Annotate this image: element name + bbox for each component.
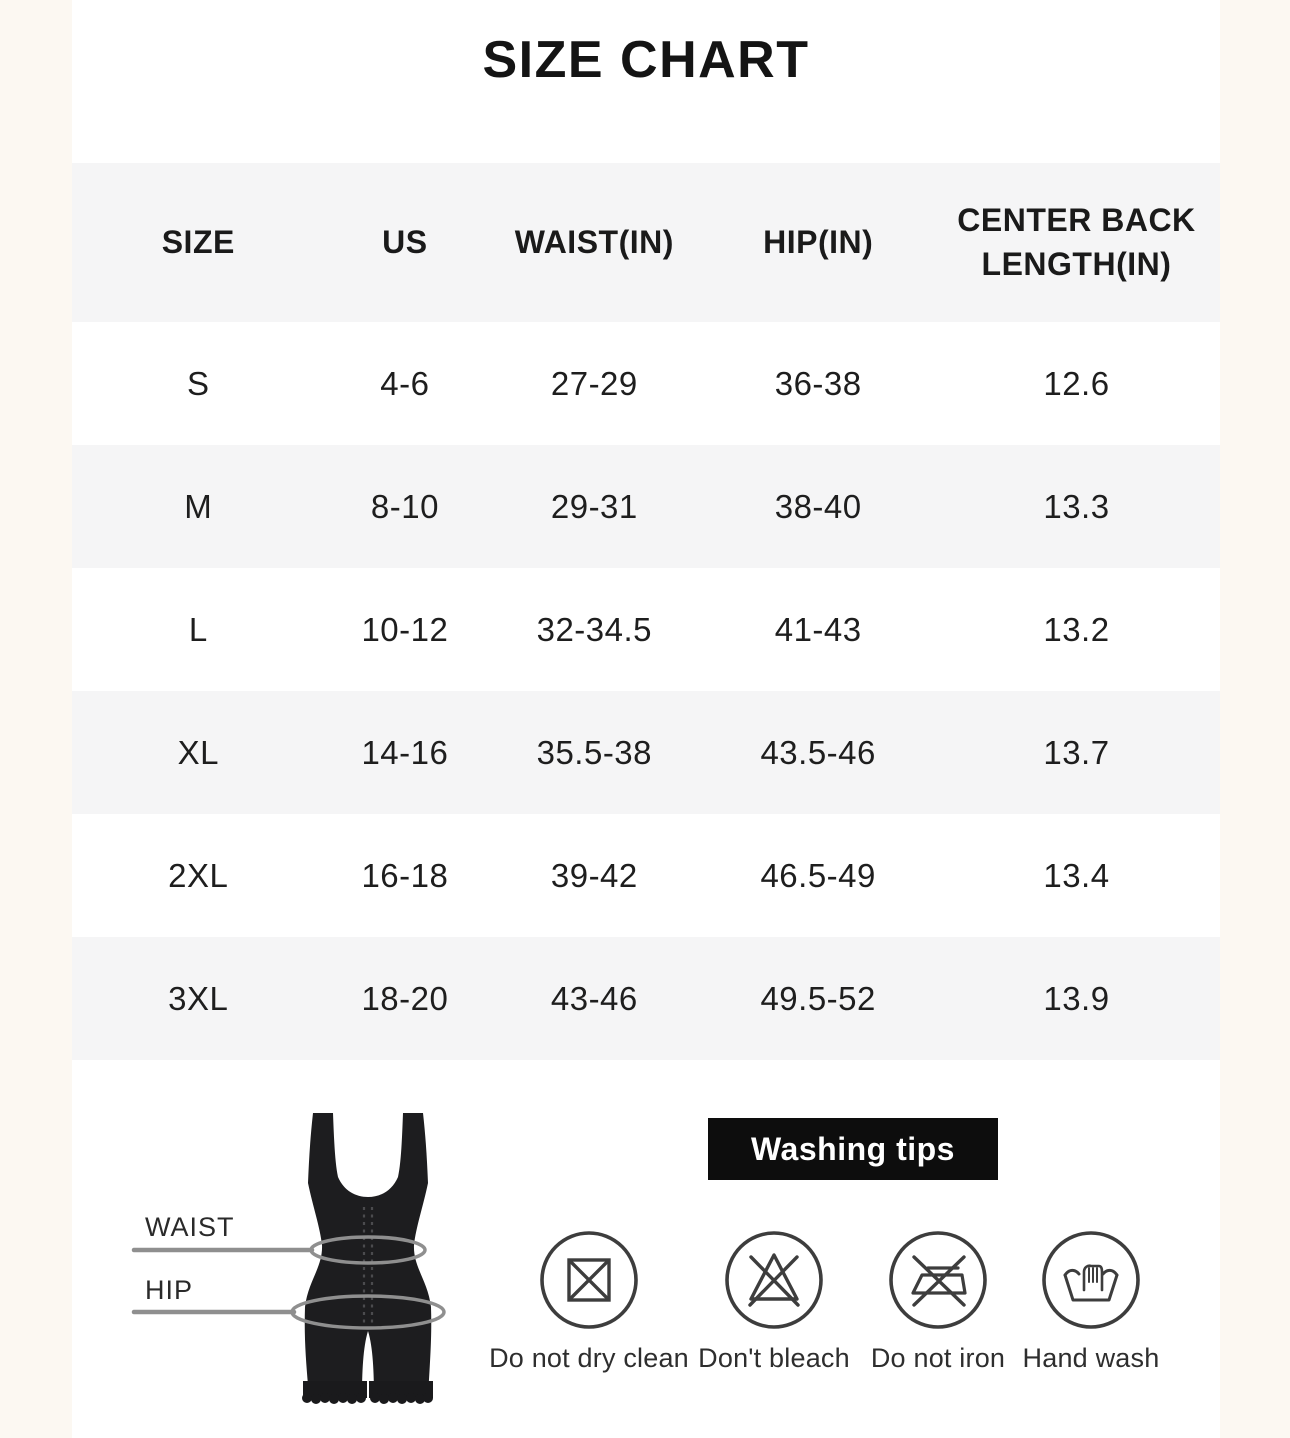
table-row: XL 14-16 35.5-38 43.5-46 13.7 [72,691,1220,814]
cell-back-length: 13.3 [1043,487,1110,525]
table-row: S 4-6 27-29 36-38 12.6 [72,322,1220,445]
washing-tips-title: Washing tips [751,1130,955,1167]
column-header-waist: WAIST(IN) [514,223,674,260]
washing-tip: Do not iron [843,1228,1033,1374]
cell-hip: 38-40 [774,487,862,525]
hand-wash-icon [1042,1231,1140,1329]
washing-tips-banner: Washing tips [708,1118,998,1180]
cell-us: 4-6 [380,364,430,402]
washing-tip-label: Do not dry clean [489,1343,689,1373]
column-header-us: US [382,223,428,260]
table-row: L 10-12 32-34.5 41-43 13.2 [72,568,1220,691]
washing-tip: Don't bleach [679,1228,869,1374]
cell-hip: 49.5-52 [760,979,876,1017]
cell-size: M [184,487,213,525]
cell-size: S [187,364,210,402]
cell-hip: 36-38 [774,364,862,402]
page-title: SIZE CHART [482,31,810,89]
cell-size: L [188,610,208,648]
size-table: SIZE US WAIST(IN) HIP(IN) CENTER BACK LE… [72,163,1220,1060]
cell-size: XL [177,733,219,771]
column-header-size: SIZE [161,223,235,260]
cell-waist: 43-46 [550,979,638,1017]
cell-hip: 41-43 [774,610,862,648]
cell-size: 3XL [168,979,229,1017]
cell-hip: 43.5-46 [760,733,876,771]
table-row: 3XL 18-20 43-46 49.5-52 13.9 [72,937,1220,1060]
table-header-row: SIZE US WAIST(IN) HIP(IN) CENTER BACK LE… [72,163,1220,322]
hip-label: HIP [145,1275,194,1305]
cell-hip: 46.5-49 [760,856,876,894]
washing-tip: Hand wash [996,1228,1186,1374]
cell-waist: 32-34.5 [536,610,653,648]
washing-tip-label: Don't bleach [698,1343,850,1373]
cell-back-length: 12.6 [1043,364,1110,402]
cell-us: 18-20 [361,979,449,1017]
washing-tip-label: Hand wash [1022,1343,1160,1373]
cell-waist: 39-42 [550,856,638,894]
table-row: M 8-10 29-31 38-40 13.3 [72,445,1220,568]
bodysuit-illustration-icon [131,1113,446,1404]
cell-back-length: 13.2 [1043,610,1110,648]
cell-us: 8-10 [370,487,439,525]
washing-tip: Do not dry clean [489,1228,689,1374]
do-not-bleach-icon [725,1231,823,1329]
cell-back-length: 13.4 [1043,856,1110,894]
do-not-dry-clean-icon [540,1231,638,1329]
table-row: 2XL 16-18 39-42 46.5-49 13.4 [72,814,1220,937]
do-not-iron-icon [889,1231,987,1329]
content-area: SIZE CHART SIZE US WAIST(IN) HIP(IN) CEN… [72,0,1220,1438]
cell-waist: 27-29 [550,364,638,402]
cell-size: 2XL [168,856,229,894]
cell-us: 14-16 [361,733,449,771]
cell-back-length: 13.7 [1043,733,1110,771]
cell-waist: 29-31 [550,487,638,525]
column-header-back-length: CENTER BACK LENGTH(IN) [957,202,1196,282]
washing-tip-label: Do not iron [870,1343,1006,1373]
cell-back-length: 13.9 [1043,979,1110,1017]
column-header-hip: HIP(IN) [763,223,874,260]
waist-label: WAIST [145,1212,235,1242]
cell-us: 10-12 [361,610,449,648]
cell-us: 16-18 [361,856,449,894]
cell-waist: 35.5-38 [536,733,653,771]
